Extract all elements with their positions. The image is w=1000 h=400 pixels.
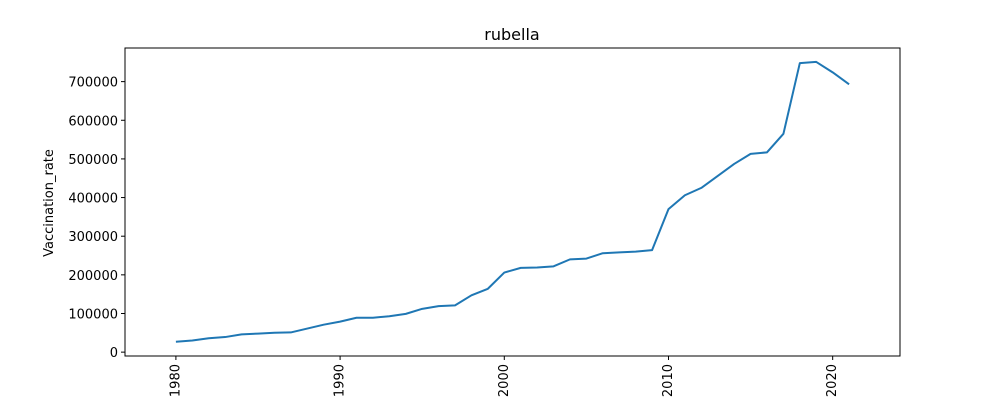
x-tick-label: 2020	[825, 364, 840, 397]
x-axis: 1980 1990 2000 2010 2020	[168, 356, 840, 397]
y-tick-label: 700000	[68, 76, 118, 91]
y-tick-label: 500000	[68, 153, 118, 168]
series-layer	[175, 60, 850, 343]
plot-frame	[124, 47, 901, 357]
x-tick-label: 1990	[333, 364, 348, 397]
series-line	[175, 60, 850, 343]
y-tick-label: 600000	[68, 114, 118, 129]
y-axis: 0 100000 200000 300000 400000 500000 600000 700…	[68, 76, 125, 361]
y-tick-label: 300000	[68, 230, 118, 245]
x-tick-label: 1980	[168, 364, 183, 397]
chart-title: rubella	[484, 25, 539, 44]
y-tick-label: 400000	[68, 192, 118, 207]
x-tick-label: 2010	[661, 364, 676, 397]
y-tick-label: 100000	[68, 307, 118, 322]
y-axis-label: Vaccination_rate	[42, 149, 57, 257]
y-tick-label: 200000	[68, 269, 118, 284]
x-tick-label: 2000	[497, 364, 512, 397]
y-tick-label: 0	[110, 346, 118, 361]
